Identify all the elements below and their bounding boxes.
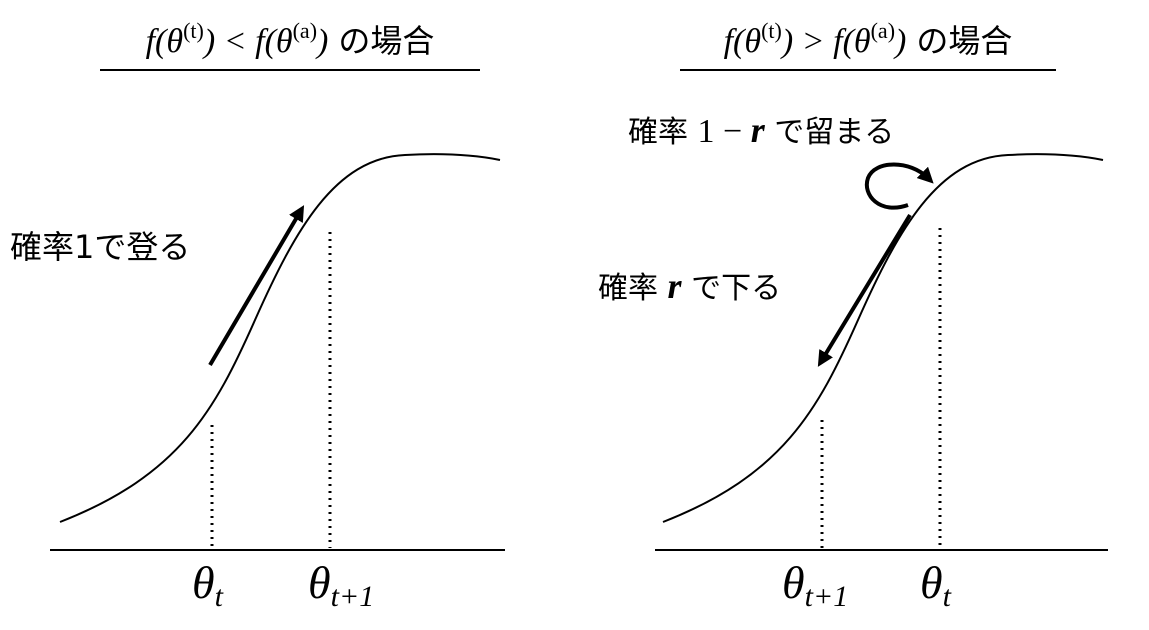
- text-part: θ: [920, 557, 943, 608]
- annotation: 確率 r で下る: [598, 266, 781, 306]
- x-label: θt+1: [308, 557, 374, 613]
- text-part: (a): [871, 18, 895, 43]
- text-part: (a): [293, 18, 317, 43]
- text-part: t+1: [331, 580, 375, 613]
- text-part: f(θ: [724, 23, 761, 60]
- up-arrow: [208, 205, 305, 367]
- annotation: 確率 1 − r で留まる: [628, 110, 894, 150]
- down-arrow: [817, 213, 912, 367]
- text-part: f(θ: [146, 23, 183, 60]
- curve: [662, 153, 1104, 523]
- text-part: ): [315, 23, 328, 60]
- text-part: 確率1で登る: [10, 228, 190, 266]
- x-label: θt+1: [782, 557, 848, 613]
- stay-arrow: [864, 162, 934, 210]
- text-part: 1 −: [698, 113, 751, 150]
- text-part: (t): [761, 18, 782, 43]
- text-part: で下る: [682, 271, 782, 306]
- left-panel: f(θ(t)) < f(θ(a)) の場合 確率1で登る θt θt+1: [10, 18, 505, 613]
- text-part: θ: [782, 557, 805, 608]
- text-part: θ: [192, 557, 215, 608]
- text-part: t: [943, 580, 952, 613]
- curve: [59, 153, 501, 523]
- text-part: 確率: [598, 271, 668, 306]
- text-part: r: [751, 110, 766, 150]
- x-label: θt: [192, 557, 224, 613]
- right-panel: f(θ(t)) > f(θ(a)) の場合 確率 1 − r で留まる 確率 r …: [598, 18, 1108, 613]
- text-part: ): [893, 23, 906, 60]
- text-part: ) > f(θ: [780, 23, 871, 60]
- text-part: 確率: [628, 115, 698, 150]
- text-part: t: [215, 580, 224, 613]
- text-part: で留まる: [765, 115, 895, 150]
- text-part: θ: [308, 557, 331, 608]
- text-part: r: [668, 266, 683, 306]
- text-part: の場合: [916, 22, 1012, 60]
- annotation: 確率1で登る: [10, 228, 190, 266]
- text-part: の場合: [338, 22, 434, 60]
- text-part: t+1: [805, 580, 849, 613]
- panel-title: f(θ(t)) < f(θ(a)) の場合: [146, 18, 435, 60]
- text-part: ) < f(θ: [202, 23, 293, 60]
- x-label: θt: [920, 557, 952, 613]
- panel-title: f(θ(t)) > f(θ(a)) の場合: [724, 18, 1013, 60]
- text-part: (t): [183, 18, 204, 43]
